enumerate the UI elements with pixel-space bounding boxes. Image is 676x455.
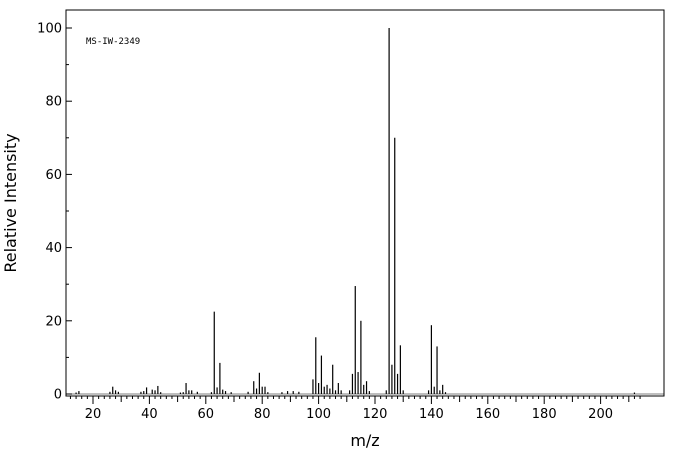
x-tick-label: 20	[85, 407, 102, 422]
y-tick-label: 80	[45, 95, 62, 110]
x-tick-label: 100	[306, 407, 331, 422]
y-axis-title: Relative Intensity	[1, 133, 20, 272]
x-axis-title: m/z	[350, 431, 379, 450]
x-tick-label: 180	[532, 407, 557, 422]
y-tick-label: 20	[45, 314, 62, 329]
x-tick-label: 120	[363, 407, 388, 422]
y-tick-label: 0	[54, 388, 62, 403]
x-tick-label: 60	[198, 407, 215, 422]
x-tick-label: 200	[588, 407, 613, 422]
spectrum-peaks	[66, 28, 664, 395]
y-tick-label: 100	[37, 22, 62, 37]
x-tick-label: 140	[419, 407, 444, 422]
plot-frame	[65, 9, 665, 397]
x-axis: 20 40 60 80 100 120 140 160 180 200	[69, 396, 641, 422]
x-tick-label: 40	[141, 407, 158, 422]
spectrum-id-annotation: MS-IW-2349	[86, 37, 140, 47]
y-tick-label: 40	[45, 241, 62, 256]
y-axis: 0 20 40 60 80 100	[37, 22, 72, 403]
y-tick-label: 60	[45, 168, 62, 183]
x-tick-label: 80	[254, 407, 271, 422]
x-tick-label: 160	[475, 407, 500, 422]
